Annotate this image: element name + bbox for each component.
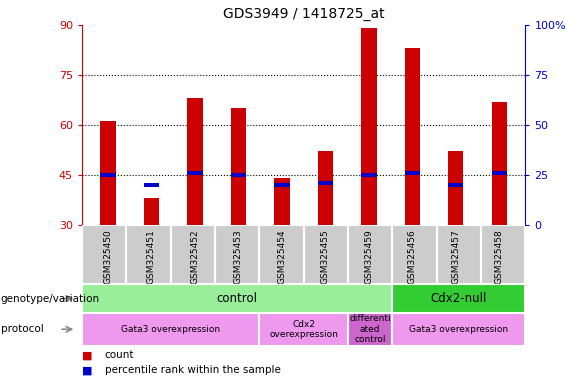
Text: GSM325458: GSM325458 [495,229,504,284]
Bar [101,121,116,225]
Bar [127,225,171,284]
Bar [82,225,127,284]
Bar [304,225,348,284]
Bar [448,151,463,225]
Title: GDS3949 / 1418725_at: GDS3949 / 1418725_at [223,7,385,21]
Text: GSM325456: GSM325456 [408,229,417,284]
Bar [275,178,289,225]
Bar [171,225,215,284]
Text: protocol: protocol [1,324,44,334]
Bar [144,198,159,225]
Bar [348,313,393,346]
Text: genotype/variation: genotype/variation [1,293,99,304]
Text: GSM325453: GSM325453 [234,229,243,284]
Text: GSM325452: GSM325452 [190,229,199,284]
Bar [275,183,289,187]
Text: Gata3 overexpression: Gata3 overexpression [410,325,508,334]
Bar [361,28,376,225]
Bar [492,101,507,225]
Bar [215,225,259,284]
Text: GSM325459: GSM325459 [364,229,373,284]
Text: differenti
ated
control: differenti ated control [349,314,391,344]
Bar [405,48,420,225]
Bar [231,173,246,177]
Bar [188,171,203,175]
Bar [481,225,525,284]
Text: percentile rank within the sample: percentile rank within the sample [105,366,280,376]
Bar [393,225,437,284]
Bar [448,183,463,187]
Text: Gata3 overexpression: Gata3 overexpression [121,325,220,334]
Bar [348,225,393,284]
Bar [101,173,116,177]
Bar [393,313,525,346]
Bar [144,183,159,187]
Bar [318,181,333,185]
Text: GSM325450: GSM325450 [103,229,112,284]
Text: ■: ■ [82,366,93,376]
Bar [405,171,420,175]
Bar [259,313,348,346]
Bar [361,173,376,177]
Text: control: control [216,292,258,305]
Bar [82,284,393,313]
Text: Cdx2-null: Cdx2-null [431,292,487,305]
Text: GSM325457: GSM325457 [451,229,460,284]
Bar [231,108,246,225]
Text: GSM325455: GSM325455 [321,229,330,284]
Text: Cdx2
overexpression: Cdx2 overexpression [270,319,338,339]
Bar [318,151,333,225]
Text: count: count [105,350,134,360]
Text: GSM325454: GSM325454 [277,229,286,284]
Text: GSM325451: GSM325451 [147,229,156,284]
Bar [393,284,525,313]
Text: ■: ■ [82,350,93,360]
Bar [492,171,507,175]
Bar [437,225,481,284]
Bar [188,98,203,225]
Bar [82,313,259,346]
Bar [259,225,304,284]
